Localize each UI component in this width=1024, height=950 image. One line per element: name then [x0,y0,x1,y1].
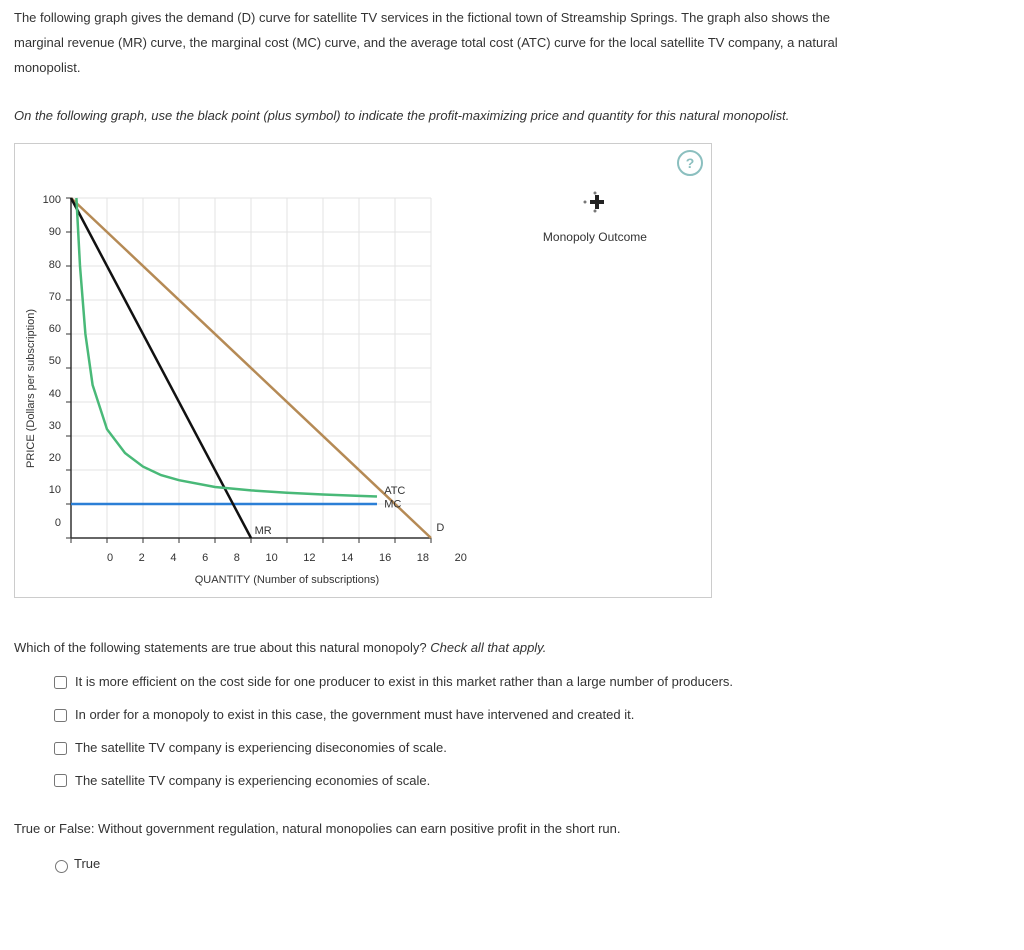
q2-option-0[interactable]: It is more efficient on the cost side fo… [50,672,1010,693]
question-2: Which of the following statements are tr… [14,638,1010,791]
graph-instruction: On the following graph, use the black po… [14,106,1010,127]
q2-option-1[interactable]: In order for a monopoly to exist in this… [50,705,1010,726]
q2-option-label-1: In order for a monopoly to exist in this… [75,705,634,726]
q3-prompt: True or False: Without government regula… [14,819,1010,840]
q2-checkbox-2[interactable] [54,742,67,755]
q2-option-3[interactable]: The satellite TV company is experiencing… [50,771,1010,792]
q2-checkbox-3[interactable] [54,774,67,787]
graph-panel: ? PRICE (Dollars per subscription) 10090… [14,143,712,598]
monopoly-outcome-tool[interactable]: Monopoly Outcome [515,188,675,247]
y-axis-ticks: 1009080706050403020100 [43,188,65,532]
intro-line-1: The following graph gives the demand (D)… [14,8,1010,29]
q2-prompt: Which of the following statements are tr… [14,638,1010,659]
q3-radio-0[interactable] [55,860,68,873]
help-icon[interactable]: ? [677,150,703,176]
q2-checkbox-0[interactable] [54,676,67,689]
y-axis-label: PRICE (Dollars per subscription) [23,309,41,468]
q2-prompt-text: Which of the following statements are tr… [14,640,430,655]
intro-line-3: monopolist. [14,58,1010,79]
svg-text:MC: MC [384,499,401,511]
question-3: True or False: Without government regula… [14,819,1010,875]
q2-checkbox-1[interactable] [54,709,67,722]
q3-option-label-0: True [74,854,100,875]
intro-paragraph: The following graph gives the demand (D)… [14,8,1010,78]
plus-symbol-icon [575,188,615,216]
q2-option-label-3: The satellite TV company is experiencing… [75,771,430,792]
q2-option-2[interactable]: The satellite TV company is experiencing… [50,738,1010,759]
q2-option-label-0: It is more efficient on the cost side fo… [75,672,733,693]
q2-option-label-2: The satellite TV company is experiencing… [75,738,447,759]
svg-text:D: D [436,522,444,534]
chart-svg[interactable]: ATC MC D MR [65,188,465,548]
svg-text:ATC: ATC [384,485,405,497]
svg-text:MR: MR [255,525,272,537]
q2-prompt-hint: Check all that apply. [430,640,546,655]
x-axis-ticks: 02468101214161820 [107,550,467,568]
intro-line-2: marginal revenue (MR) curve, the margina… [14,33,1010,54]
legend-label: Monopoly Outcome [515,228,675,247]
q3-option-0[interactable]: True [50,854,1010,875]
x-axis-label: QUANTITY (Number of subscriptions) [107,572,467,590]
